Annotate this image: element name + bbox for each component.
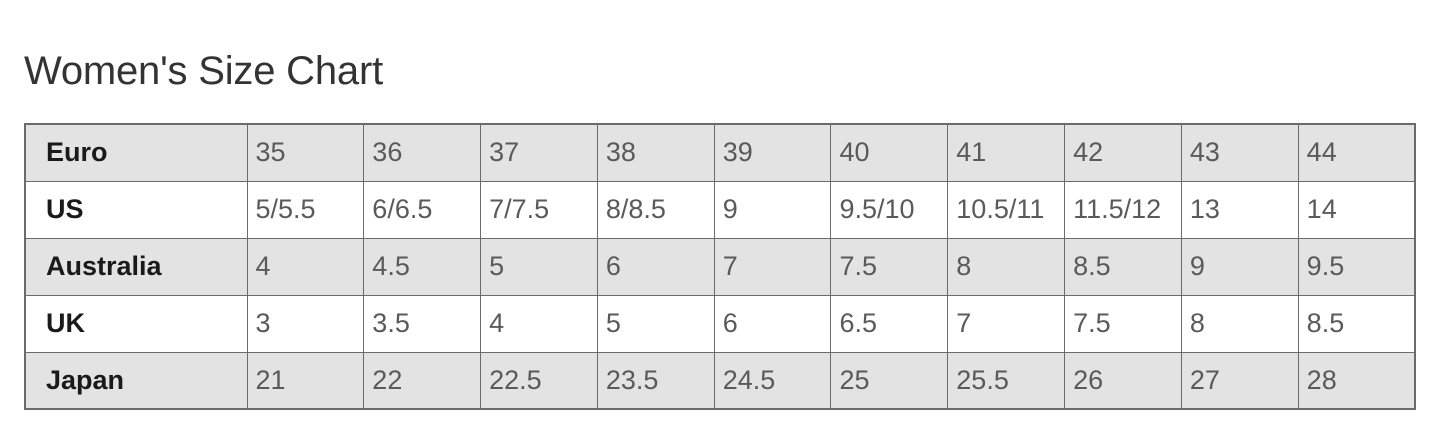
cell-us-4: 9: [713, 180, 832, 239]
cell-japan-4: 24.5: [713, 351, 832, 410]
cell-us-6: 10.5/11: [947, 180, 1066, 239]
cell-australia-0: 4: [246, 237, 365, 296]
cell-us-8: 13: [1180, 180, 1299, 239]
cell-euro-1: 36: [363, 123, 482, 182]
cell-uk-9: 8.5: [1297, 294, 1416, 353]
cell-uk-1: 3.5: [363, 294, 482, 353]
table-row: UK 3 3.5 4 5 6 6.5 7 7.5 8 8.5: [24, 294, 1416, 353]
cell-australia-1: 4.5: [363, 237, 482, 296]
cell-euro-3: 38: [596, 123, 715, 182]
cell-australia-9: 9.5: [1297, 237, 1416, 296]
cell-japan-1: 22: [363, 351, 482, 410]
cell-us-5: 9.5/10: [830, 180, 949, 239]
cell-australia-8: 9: [1180, 237, 1299, 296]
cell-australia-5: 7.5: [830, 237, 949, 296]
size-chart-table-container: Euro 35 36 37 38 39 40 41 42 43 44 US 5/…: [24, 123, 1416, 410]
cell-japan-7: 26: [1064, 351, 1182, 410]
cell-uk-2: 4: [480, 294, 598, 353]
cell-uk-3: 5: [596, 294, 715, 353]
cell-japan-5: 25: [830, 351, 949, 410]
cell-uk-5: 6.5: [830, 294, 949, 353]
cell-euro-5: 40: [830, 123, 949, 182]
table-row: US 5/5.5 6/6.5 7/7.5 8/8.5 9 9.5/10 10.5…: [24, 180, 1416, 239]
cell-australia-3: 6: [596, 237, 715, 296]
cell-euro-9: 44: [1297, 123, 1416, 182]
row-header-uk: UK: [24, 294, 248, 353]
cell-euro-7: 42: [1064, 123, 1182, 182]
cell-australia-2: 5: [480, 237, 598, 296]
cell-uk-0: 3: [246, 294, 365, 353]
table-row: Euro 35 36 37 38 39 40 41 42 43 44: [24, 123, 1416, 182]
table-row: Japan 21 22 22.5 23.5 24.5 25 25.5 26 27…: [24, 351, 1416, 410]
cell-uk-4: 6: [713, 294, 832, 353]
cell-uk-7: 7.5: [1064, 294, 1182, 353]
cell-australia-6: 8: [947, 237, 1066, 296]
cell-australia-7: 8.5: [1064, 237, 1182, 296]
cell-japan-9: 28: [1297, 351, 1416, 410]
cell-us-7: 11.5/12: [1064, 180, 1182, 239]
size-chart-table: Euro 35 36 37 38 39 40 41 42 43 44 US 5/…: [24, 123, 1416, 410]
cell-japan-2: 22.5: [480, 351, 598, 410]
cell-japan-8: 27: [1180, 351, 1299, 410]
cell-euro-0: 35: [246, 123, 365, 182]
row-header-us: US: [24, 180, 248, 239]
cell-uk-6: 7: [947, 294, 1066, 353]
cell-euro-4: 39: [713, 123, 832, 182]
table-row: Australia 4 4.5 5 6 7 7.5 8 8.5 9 9.5: [24, 237, 1416, 296]
row-header-australia: Australia: [24, 237, 248, 296]
cell-us-0: 5/5.5: [246, 180, 365, 239]
cell-us-1: 6/6.5: [363, 180, 482, 239]
row-header-japan: Japan: [24, 351, 248, 410]
cell-us-2: 7/7.5: [480, 180, 598, 239]
cell-japan-0: 21: [246, 351, 365, 410]
cell-australia-4: 7: [713, 237, 832, 296]
cell-uk-8: 8: [1180, 294, 1299, 353]
cell-euro-8: 43: [1180, 123, 1299, 182]
cell-japan-3: 23.5: [596, 351, 715, 410]
cell-us-3: 8/8.5: [596, 180, 715, 239]
size-chart-table-body: Euro 35 36 37 38 39 40 41 42 43 44 US 5/…: [24, 123, 1416, 410]
page-title: Women's Size Chart: [24, 48, 383, 93]
row-header-euro: Euro: [24, 123, 248, 182]
cell-euro-2: 37: [480, 123, 598, 182]
cell-euro-6: 41: [947, 123, 1066, 182]
cell-japan-6: 25.5: [947, 351, 1066, 410]
cell-us-9: 14: [1297, 180, 1416, 239]
